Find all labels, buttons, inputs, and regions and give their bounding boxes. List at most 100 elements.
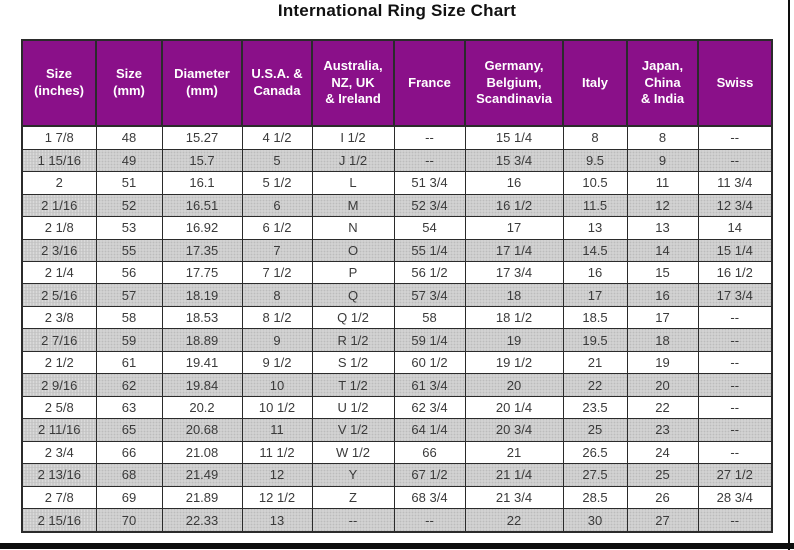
table-cell: 2 3/16 bbox=[21, 238, 97, 263]
table-row: 2 15/16 70 22.33 13 -- -- 22 30 27 -- bbox=[21, 508, 773, 533]
table-cell: 9.5 bbox=[562, 148, 628, 173]
table-cell: -- bbox=[697, 508, 773, 533]
table-cell: N bbox=[311, 216, 395, 240]
table-cell: 21.49 bbox=[161, 463, 243, 487]
table-row: 2 11/16 65 20.68 11 V 1/2 64 1/4 20 3/4 25 23 -- bbox=[21, 418, 773, 442]
table-cell: Q 1/2 bbox=[311, 305, 395, 330]
table-cell: 16.51 bbox=[161, 193, 243, 218]
table-cell: 11 bbox=[241, 418, 313, 442]
column-header: Size (mm) bbox=[95, 39, 163, 127]
page-title: International Ring Size Chart bbox=[277, 1, 517, 20]
table-cell: 20 bbox=[464, 373, 564, 397]
table-row: 2 5/8 63 20.2 10 1/2 U 1/2 62 3/4 20 1/4 23.5 22… bbox=[21, 395, 773, 420]
table-cell: 55 bbox=[95, 238, 163, 263]
table-cell: 2 1/16 bbox=[21, 193, 97, 218]
table-cell: 68 bbox=[95, 463, 163, 487]
table-cell: 28.5 bbox=[562, 485, 628, 510]
table-cell: 18.89 bbox=[161, 328, 243, 352]
table-cell: 2 5/16 bbox=[21, 283, 97, 307]
table-cell: -- bbox=[393, 125, 466, 150]
table-cell: 4 1/2 bbox=[241, 125, 313, 150]
table-cell: W 1/2 bbox=[311, 440, 395, 465]
table-cell: 9 bbox=[241, 328, 313, 352]
table-cell: 19.41 bbox=[161, 350, 243, 375]
column-header: Japan, China & India bbox=[626, 39, 699, 127]
table-cell: 10 bbox=[241, 373, 313, 397]
table-cell: 2 13/16 bbox=[21, 463, 97, 487]
table-cell: T 1/2 bbox=[311, 373, 395, 397]
table-cell: 17 bbox=[626, 305, 699, 330]
table-cell: 10.5 bbox=[562, 171, 628, 195]
table-cell: 20 1/4 bbox=[464, 395, 564, 420]
header-row: Size (inches) Size (mm) Diameter (mm) U.S.A… bbox=[21, 39, 773, 127]
table-cell: 25 bbox=[562, 418, 628, 442]
table-cell: 62 3/4 bbox=[393, 395, 466, 420]
table-cell: 63 bbox=[95, 395, 163, 420]
table-cell: 2 9/16 bbox=[21, 373, 97, 397]
table-cell: 22 bbox=[562, 373, 628, 397]
table-cell: 17 3/4 bbox=[697, 283, 773, 307]
table-cell: 6 1/2 bbox=[241, 216, 313, 240]
table-cell: 62 bbox=[95, 373, 163, 397]
table-cell: 21 bbox=[464, 440, 564, 465]
table-cell: 2 11/16 bbox=[21, 418, 97, 442]
table-cell: 23.5 bbox=[562, 395, 628, 420]
ring-size-table: Size (inches) Size (mm) Diameter (mm) U.S.A… bbox=[21, 39, 773, 533]
table-cell: -- bbox=[697, 148, 773, 173]
table-body: 1 7/8 48 15.27 4 1/2 I 1/2 -- 15 1/4 8 8 -- 1 15/1… bbox=[21, 125, 773, 533]
table-row: 2 1/2 61 19.41 9 1/2 S 1/2 60 1/2 19 1/2 21 19 -- bbox=[21, 350, 773, 375]
column-header: Italy bbox=[562, 39, 628, 127]
table-cell: 8 1/2 bbox=[241, 305, 313, 330]
table-cell: 16 bbox=[626, 283, 699, 307]
table-cell: 8 bbox=[241, 283, 313, 307]
table-cell: -- bbox=[393, 148, 466, 173]
column-header: Diameter (mm) bbox=[161, 39, 243, 127]
table-cell: 5 bbox=[241, 148, 313, 173]
table-cell: 1 15/16 bbox=[21, 148, 97, 173]
column-header: U.S.A. & Canada bbox=[241, 39, 313, 127]
table-row: 2 3/16 55 17.35 7 O 55 1/4 17 1/4 14.5 14 15 1/4 bbox=[21, 238, 773, 263]
table-cell: 67 1/2 bbox=[393, 463, 466, 487]
table-cell: 2 1/8 bbox=[21, 216, 97, 240]
table-cell: 60 1/2 bbox=[393, 350, 466, 375]
table-cell: 2 7/8 bbox=[21, 485, 97, 510]
column-header: Germany, Belgium, Scandinavia bbox=[464, 39, 564, 127]
table-cell: 20.2 bbox=[161, 395, 243, 420]
table-cell: 58 bbox=[393, 305, 466, 330]
column-header: France bbox=[393, 39, 466, 127]
table-cell: 55 1/4 bbox=[393, 238, 466, 263]
table-cell: 9 bbox=[626, 148, 699, 173]
column-header: Swiss bbox=[697, 39, 773, 127]
table-cell: 57 3/4 bbox=[393, 283, 466, 307]
table-cell: 15.7 bbox=[161, 148, 243, 173]
table-cell: 65 bbox=[95, 418, 163, 442]
table-cell: 16 bbox=[464, 171, 564, 195]
table-cell: 21.08 bbox=[161, 440, 243, 465]
table-cell: 21 1/4 bbox=[464, 463, 564, 487]
table-cell: 11 bbox=[626, 171, 699, 195]
table-cell: 52 3/4 bbox=[393, 193, 466, 218]
table-row: 2 7/16 59 18.89 9 R 1/2 59 1/4 19 19.5 18 -- bbox=[21, 328, 773, 352]
table-cell: 2 3/4 bbox=[21, 440, 97, 465]
table-cell: 19.5 bbox=[562, 328, 628, 352]
table-cell: 51 3/4 bbox=[393, 171, 466, 195]
table-cell: Q bbox=[311, 283, 395, 307]
table-cell: 2 5/8 bbox=[21, 395, 97, 420]
table-cell: 20 bbox=[626, 373, 699, 397]
table-cell: 27.5 bbox=[562, 463, 628, 487]
table-cell: 70 bbox=[95, 508, 163, 533]
table-cell: 2 3/8 bbox=[21, 305, 97, 330]
table-cell: 20.68 bbox=[161, 418, 243, 442]
table-cell: M bbox=[311, 193, 395, 218]
table-row: 2 1/8 53 16.92 6 1/2 N 54 17 13 13 14 bbox=[21, 216, 773, 240]
table-cell: 19 1/2 bbox=[464, 350, 564, 375]
table-row: 2 51 16.1 5 1/2 L 51 3/4 16 10.5 11 11 3/4 bbox=[21, 171, 773, 195]
table-cell: 58 bbox=[95, 305, 163, 330]
table-cell: 49 bbox=[95, 148, 163, 173]
table-cell: 17 bbox=[464, 216, 564, 240]
table-cell: 7 bbox=[241, 238, 313, 263]
table-cell: 11 1/2 bbox=[241, 440, 313, 465]
table-cell: 2 15/16 bbox=[21, 508, 97, 533]
table-cell: 18 bbox=[464, 283, 564, 307]
table-cell: -- bbox=[697, 395, 773, 420]
